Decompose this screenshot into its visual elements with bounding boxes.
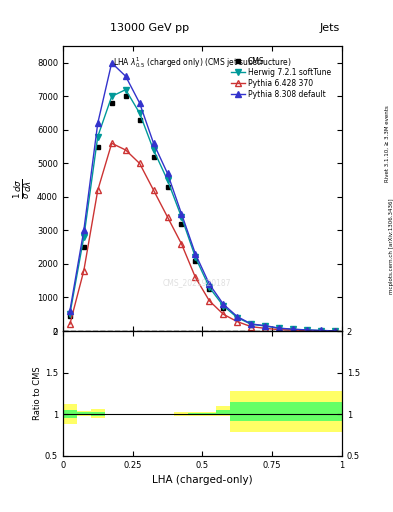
CMS (109, 100, 114, 106)
CMS (332, 328, 337, 334)
Pythia 8.308 default (179, 210, 184, 217)
Pythia 8.308 default (305, 327, 309, 333)
Herwig 7.2.1 softTune (123, 87, 128, 93)
Herwig 7.2.1 softTune (95, 134, 100, 140)
Herwig 7.2.1 softTune (221, 303, 226, 309)
Line: Pythia 6.428 370: Pythia 6.428 370 (67, 140, 338, 334)
Line: Pythia 8.308 default: Pythia 8.308 default (67, 60, 338, 334)
Pythia 8.308 default (137, 100, 142, 106)
Herwig 7.2.1 softTune (332, 328, 337, 334)
Pythia 6.428 370 (95, 187, 100, 194)
CMS (151, 154, 156, 160)
Herwig 7.2.1 softTune (207, 284, 212, 290)
CMS (277, 326, 281, 332)
Pythia 6.428 370 (81, 268, 86, 274)
Line: CMS: CMS (68, 94, 337, 333)
CMS (95, 143, 100, 150)
CMS (207, 286, 212, 292)
Herwig 7.2.1 softTune (249, 321, 253, 327)
Pythia 8.308 default (249, 321, 253, 327)
Pythia 6.428 370 (291, 327, 296, 333)
Herwig 7.2.1 softTune (81, 234, 86, 240)
Pythia 8.308 default (277, 325, 281, 331)
Text: Rivet 3.1.10, ≥ 3.3M events: Rivet 3.1.10, ≥ 3.3M events (385, 105, 389, 182)
Pythia 6.428 370 (235, 318, 240, 325)
Herwig 7.2.1 softTune (235, 314, 240, 321)
Pythia 8.308 default (109, 60, 114, 66)
Herwig 7.2.1 softTune (291, 326, 296, 332)
Herwig 7.2.1 softTune (277, 325, 281, 331)
Herwig 7.2.1 softTune (109, 93, 114, 99)
Pythia 8.308 default (207, 281, 212, 287)
CMS (137, 117, 142, 123)
Pythia 6.428 370 (179, 241, 184, 247)
Pythia 6.428 370 (165, 214, 170, 220)
Herwig 7.2.1 softTune (137, 110, 142, 116)
Pythia 8.308 default (95, 120, 100, 126)
Herwig 7.2.1 softTune (165, 177, 170, 183)
Text: mcplots.cern.ch [arXiv:1306.3436]: mcplots.cern.ch [arXiv:1306.3436] (389, 198, 393, 293)
Pythia 8.308 default (291, 326, 296, 332)
CMS (165, 184, 170, 190)
Pythia 6.428 370 (151, 187, 156, 194)
Pythia 6.428 370 (263, 325, 268, 331)
Text: LHA $\lambda^1_{0.5}$ (charged only) (CMS jet substructure): LHA $\lambda^1_{0.5}$ (charged only) (CM… (113, 55, 292, 70)
Pythia 6.428 370 (221, 311, 226, 317)
Pythia 8.308 default (221, 301, 226, 307)
CMS (319, 328, 323, 334)
CMS (179, 221, 184, 227)
Y-axis label: $\frac{1}{\sigma}\frac{d\sigma}{d\lambda}$: $\frac{1}{\sigma}\frac{d\sigma}{d\lambda… (12, 178, 34, 199)
CMS (221, 305, 226, 311)
CMS (235, 315, 240, 322)
Pythia 8.308 default (319, 327, 323, 333)
Pythia 6.428 370 (332, 328, 337, 334)
Pythia 8.308 default (235, 313, 240, 319)
Pythia 8.308 default (123, 73, 128, 79)
CMS (263, 323, 268, 329)
CMS (123, 93, 128, 99)
Pythia 6.428 370 (123, 147, 128, 153)
Herwig 7.2.1 softTune (151, 147, 156, 153)
Herwig 7.2.1 softTune (263, 323, 268, 329)
Pythia 6.428 370 (193, 274, 198, 281)
Pythia 6.428 370 (319, 328, 323, 334)
Line: Herwig 7.2.1 softTune: Herwig 7.2.1 softTune (67, 87, 338, 334)
Text: CMS_2021920187: CMS_2021920187 (163, 278, 231, 287)
Pythia 6.428 370 (305, 328, 309, 334)
Herwig 7.2.1 softTune (179, 214, 184, 220)
Herwig 7.2.1 softTune (68, 311, 72, 317)
Pythia 6.428 370 (249, 324, 253, 330)
Pythia 8.308 default (68, 308, 72, 314)
CMS (249, 322, 253, 328)
Pythia 8.308 default (332, 328, 337, 334)
Herwig 7.2.1 softTune (319, 328, 323, 334)
Pythia 8.308 default (193, 251, 198, 257)
CMS (193, 258, 198, 264)
CMS (68, 313, 72, 319)
Herwig 7.2.1 softTune (193, 254, 198, 260)
CMS (291, 327, 296, 333)
Pythia 6.428 370 (137, 160, 142, 166)
Pythia 8.308 default (81, 227, 86, 233)
Y-axis label: Ratio to CMS: Ratio to CMS (33, 367, 42, 420)
Pythia 6.428 370 (68, 321, 72, 327)
Pythia 6.428 370 (207, 298, 212, 304)
Text: Jets: Jets (320, 23, 340, 33)
CMS (81, 244, 86, 250)
Pythia 8.308 default (263, 323, 268, 329)
Pythia 8.308 default (151, 140, 156, 146)
Pythia 6.428 370 (277, 327, 281, 333)
Herwig 7.2.1 softTune (305, 327, 309, 333)
Pythia 6.428 370 (109, 140, 114, 146)
Legend: CMS, Herwig 7.2.1 softTune, Pythia 6.428 370, Pythia 8.308 default: CMS, Herwig 7.2.1 softTune, Pythia 6.428… (230, 56, 332, 100)
CMS (305, 327, 309, 333)
Pythia 8.308 default (165, 170, 170, 177)
X-axis label: LHA (charged-only): LHA (charged-only) (152, 475, 253, 485)
Text: 13000 GeV pp: 13000 GeV pp (110, 23, 189, 33)
